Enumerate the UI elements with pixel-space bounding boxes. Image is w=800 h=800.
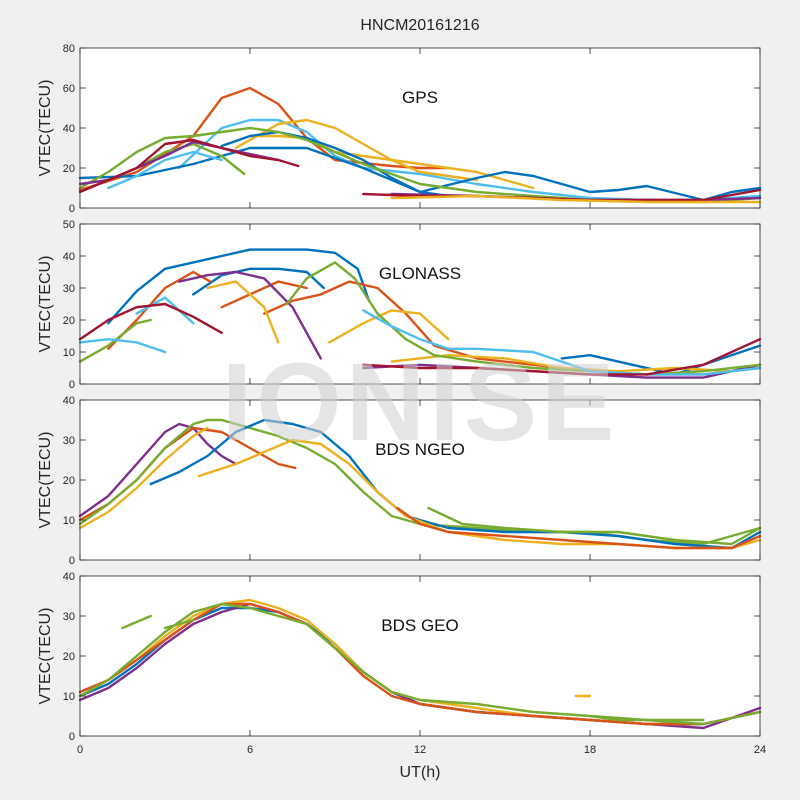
y-tick-label: 20 bbox=[63, 163, 75, 175]
series-line bbox=[78, 318, 152, 363]
y-axis-label: VTEC(TECU) bbox=[37, 80, 54, 177]
plot-area bbox=[80, 48, 760, 208]
series-group bbox=[78, 248, 762, 379]
subplot-title: BDS NGEO bbox=[375, 440, 465, 459]
y-tick-label: 0 bbox=[69, 555, 75, 567]
x-tick-label: 12 bbox=[414, 744, 426, 756]
subplot-title: BDS GEO bbox=[381, 616, 458, 635]
series-line bbox=[121, 614, 152, 630]
series-line bbox=[192, 267, 325, 296]
subplot-2: 0 10 20 30 40 50 VTEC(TECU) GLONASS bbox=[37, 219, 762, 391]
plot-area bbox=[80, 400, 760, 560]
plot-area bbox=[80, 576, 760, 736]
y-tick-label: 60 bbox=[63, 83, 75, 95]
series-line bbox=[178, 270, 322, 360]
subplot-4: 0 10 20 30 40 0 6 12 18 24 VTEC(TECU) BDS GEO bbox=[37, 571, 766, 756]
series-line bbox=[220, 130, 450, 198]
y-axis-label: VTEC(TECU) bbox=[37, 256, 54, 353]
y-tick-label: 30 bbox=[63, 611, 75, 623]
y-tick-label: 40 bbox=[63, 123, 75, 135]
y-tick-label: 10 bbox=[63, 515, 75, 527]
y-tick-label: 0 bbox=[69, 203, 75, 215]
y-tick-label: 40 bbox=[63, 395, 75, 407]
watermark-text: IONISE bbox=[222, 341, 619, 464]
y-tick-label: 10 bbox=[63, 347, 75, 359]
series-line bbox=[328, 309, 450, 344]
x-axis-label: UT(h) bbox=[400, 764, 441, 781]
series-line bbox=[588, 714, 705, 722]
series-group bbox=[78, 418, 762, 550]
y-tick-label: 40 bbox=[63, 251, 75, 263]
x-tick-label: 0 bbox=[77, 744, 83, 756]
y-tick-label: 80 bbox=[63, 43, 75, 55]
y-tick-label: 20 bbox=[63, 315, 75, 327]
series-group bbox=[78, 86, 762, 204]
series-line bbox=[78, 138, 300, 194]
series-line bbox=[206, 280, 280, 344]
y-tick-label: 30 bbox=[63, 283, 75, 295]
series-line bbox=[78, 126, 762, 204]
x-tick-label: 18 bbox=[584, 744, 596, 756]
series-line bbox=[396, 506, 762, 550]
y-axis-label: VTEC(TECU) bbox=[37, 608, 54, 705]
series-line bbox=[234, 118, 478, 182]
series-line bbox=[220, 280, 308, 309]
series-line bbox=[163, 618, 195, 630]
series-line bbox=[78, 302, 223, 341]
y-tick-label: 10 bbox=[63, 691, 75, 703]
series-line bbox=[107, 150, 223, 190]
series-line bbox=[78, 146, 762, 202]
y-axis-label: VTEC(TECU) bbox=[37, 432, 54, 529]
series-line bbox=[78, 426, 209, 530]
series-line bbox=[78, 422, 237, 518]
series-line bbox=[362, 338, 762, 376]
x-tick-label: 6 bbox=[247, 744, 253, 756]
series-line bbox=[390, 194, 762, 204]
series-line bbox=[427, 506, 762, 546]
series-line bbox=[362, 309, 762, 376]
subplot-title: GPS bbox=[402, 88, 438, 107]
y-tick-label: 20 bbox=[63, 651, 75, 663]
y-tick-label: 30 bbox=[63, 435, 75, 447]
y-tick-label: 40 bbox=[63, 571, 75, 583]
y-tick-label: 50 bbox=[63, 219, 75, 231]
series-line bbox=[78, 338, 167, 354]
series-line bbox=[390, 354, 733, 373]
series-line bbox=[78, 86, 450, 192]
series-group bbox=[78, 598, 762, 730]
subplot-1: 0 20 40 60 80 VTEC(TECU) GPS bbox=[37, 43, 762, 215]
figure-title: HNCM20161216 bbox=[360, 17, 479, 34]
subplot-3: 0 10 20 30 40 VTEC(TECU) BDS NGEO bbox=[37, 395, 762, 567]
y-tick-label: 0 bbox=[69, 731, 75, 743]
x-tick-label: 24 bbox=[754, 744, 766, 756]
series-line bbox=[107, 248, 371, 325]
y-tick-label: 0 bbox=[69, 379, 75, 391]
y-tick-label: 20 bbox=[63, 475, 75, 487]
series-line bbox=[135, 142, 246, 176]
subplot-title: GLONASS bbox=[379, 264, 461, 283]
series-line bbox=[135, 296, 195, 325]
